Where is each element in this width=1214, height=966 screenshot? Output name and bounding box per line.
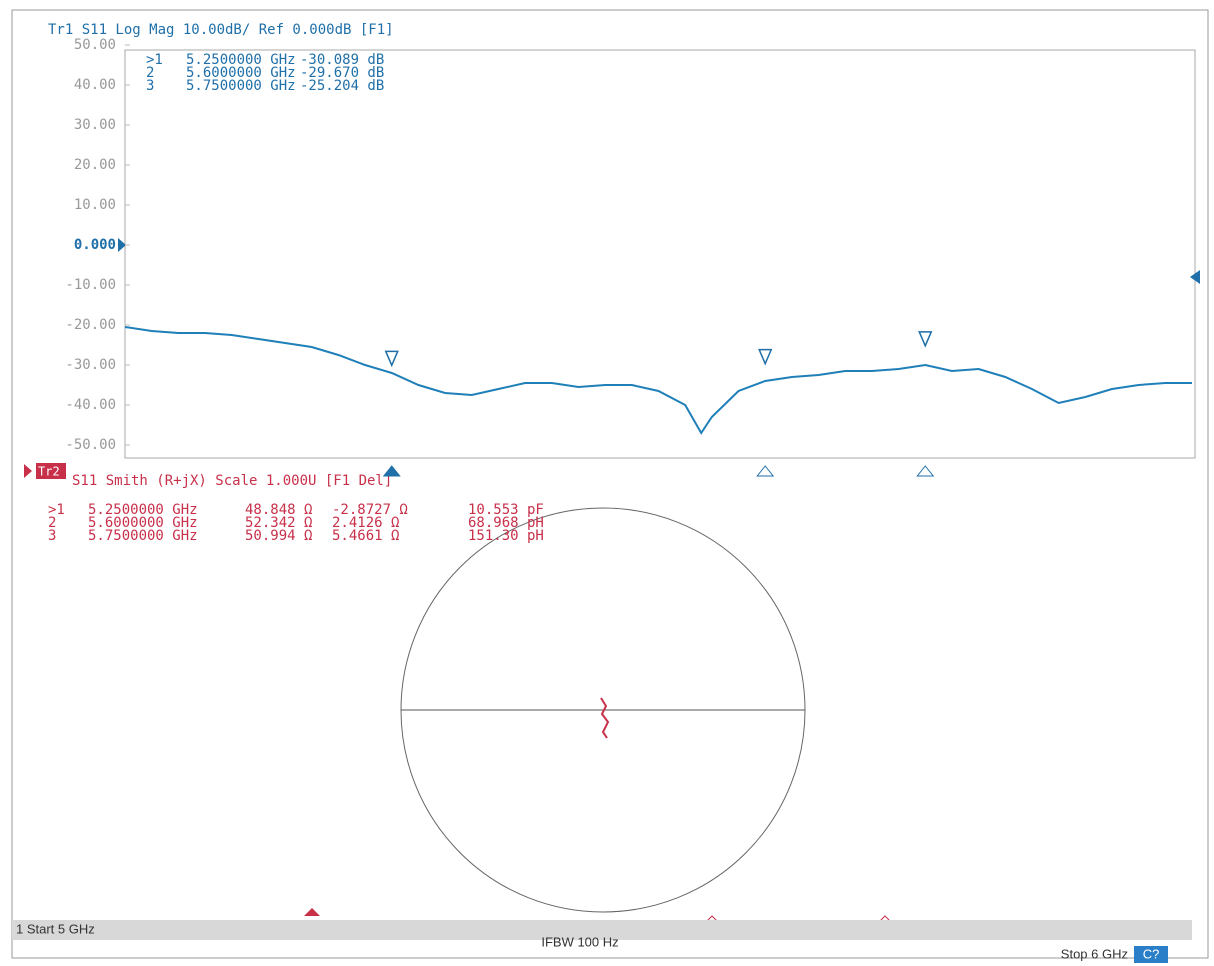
- y-tick-label: -40.00: [65, 397, 116, 413]
- marker-freq: 5.2500000 GHz: [186, 52, 296, 68]
- marker-id: >1: [146, 52, 163, 68]
- marker-value: -29.670 dB: [300, 65, 384, 81]
- y-tick-label: 50.00: [74, 37, 116, 53]
- active-arrow: [24, 464, 32, 478]
- smith-marker-x: 5.4661 Ω: [332, 528, 399, 544]
- y-tick-label: -20.00: [65, 317, 116, 333]
- smith-marker-id: 2: [48, 515, 56, 531]
- status-bar: [12, 920, 1192, 940]
- y-tick-label: 40.00: [74, 77, 116, 93]
- smith-trace: [600, 697, 610, 739]
- smith-marker-r: 48.848 Ω: [245, 502, 312, 518]
- y-tick-label: 30.00: [74, 117, 116, 133]
- screen-border: [11, 9, 1209, 959]
- trace1-title: Tr1 S11 Log Mag 10.00dB/ Ref 0.000dB [F1…: [48, 22, 394, 38]
- marker-freq: 5.6000000 GHz: [186, 65, 296, 81]
- smith-marker-id: >1: [48, 502, 65, 518]
- ref-arrow: [118, 238, 126, 252]
- smith-marker-freq: 5.6000000 GHz: [88, 515, 198, 531]
- smith-marker-r: 52.342 Ω: [245, 515, 312, 531]
- status-badge: C?: [1143, 946, 1160, 961]
- marker-triangle: [918, 331, 933, 348]
- smith-marker-freq: 5.7500000 GHz: [88, 528, 198, 544]
- marker-freq: 5.7500000 GHz: [186, 78, 296, 94]
- marker-id: 2: [146, 65, 154, 81]
- marker-triangle: [384, 350, 399, 368]
- smith-marker-r: 50.994 Ω: [245, 528, 312, 544]
- trace2-tag-box: [36, 463, 66, 479]
- marker-axis-triangle: [382, 465, 401, 477]
- status-badge-box: [1134, 946, 1168, 963]
- smith-marker-lc: 151.30 pH: [468, 528, 544, 544]
- stop-freq: Stop 6 GHz: [1061, 946, 1128, 961]
- trace2-title: S11 Smith (R+jX) Scale 1.000U [F1 Del]: [72, 473, 392, 489]
- smith-marker-x: 2.4126 Ω: [332, 515, 399, 531]
- smith-marker-lc: 68.968 pH: [468, 515, 544, 531]
- marker-triangle: [758, 348, 773, 366]
- y-tick-label: -50.00: [65, 437, 116, 453]
- marker-id: 3: [146, 78, 154, 94]
- y-tick-label: 20.00: [74, 157, 116, 173]
- y-tick-label: -30.00: [65, 357, 116, 373]
- marker-axis-triangle: [916, 465, 935, 477]
- y-tick-label: -10.00: [65, 277, 116, 293]
- start-freq: 1 Start 5 GHz: [16, 921, 95, 936]
- y-tick-label: 0.000: [74, 237, 116, 253]
- marker-axis-triangle: [756, 465, 775, 477]
- smith-marker-x: -2.8727 Ω: [332, 502, 408, 518]
- marker-value: -30.089 dB: [300, 52, 384, 68]
- smith-marker-lc: 10.553 pF: [468, 502, 544, 518]
- y-tick-label: 10.00: [74, 197, 116, 213]
- trace2-tag: Tr2: [38, 465, 60, 479]
- ref-arrow-right: [1190, 270, 1200, 284]
- marker-value: -25.204 dB: [300, 78, 384, 94]
- plot-frame: [124, 49, 1196, 459]
- ifbw: IFBW 100 Hz: [541, 934, 618, 949]
- smith-marker-id: 3: [48, 528, 56, 544]
- trace: [124, 326, 1192, 435]
- smith-marker-freq: 5.2500000 GHz: [88, 502, 198, 518]
- smith-marker-active: [304, 908, 320, 916]
